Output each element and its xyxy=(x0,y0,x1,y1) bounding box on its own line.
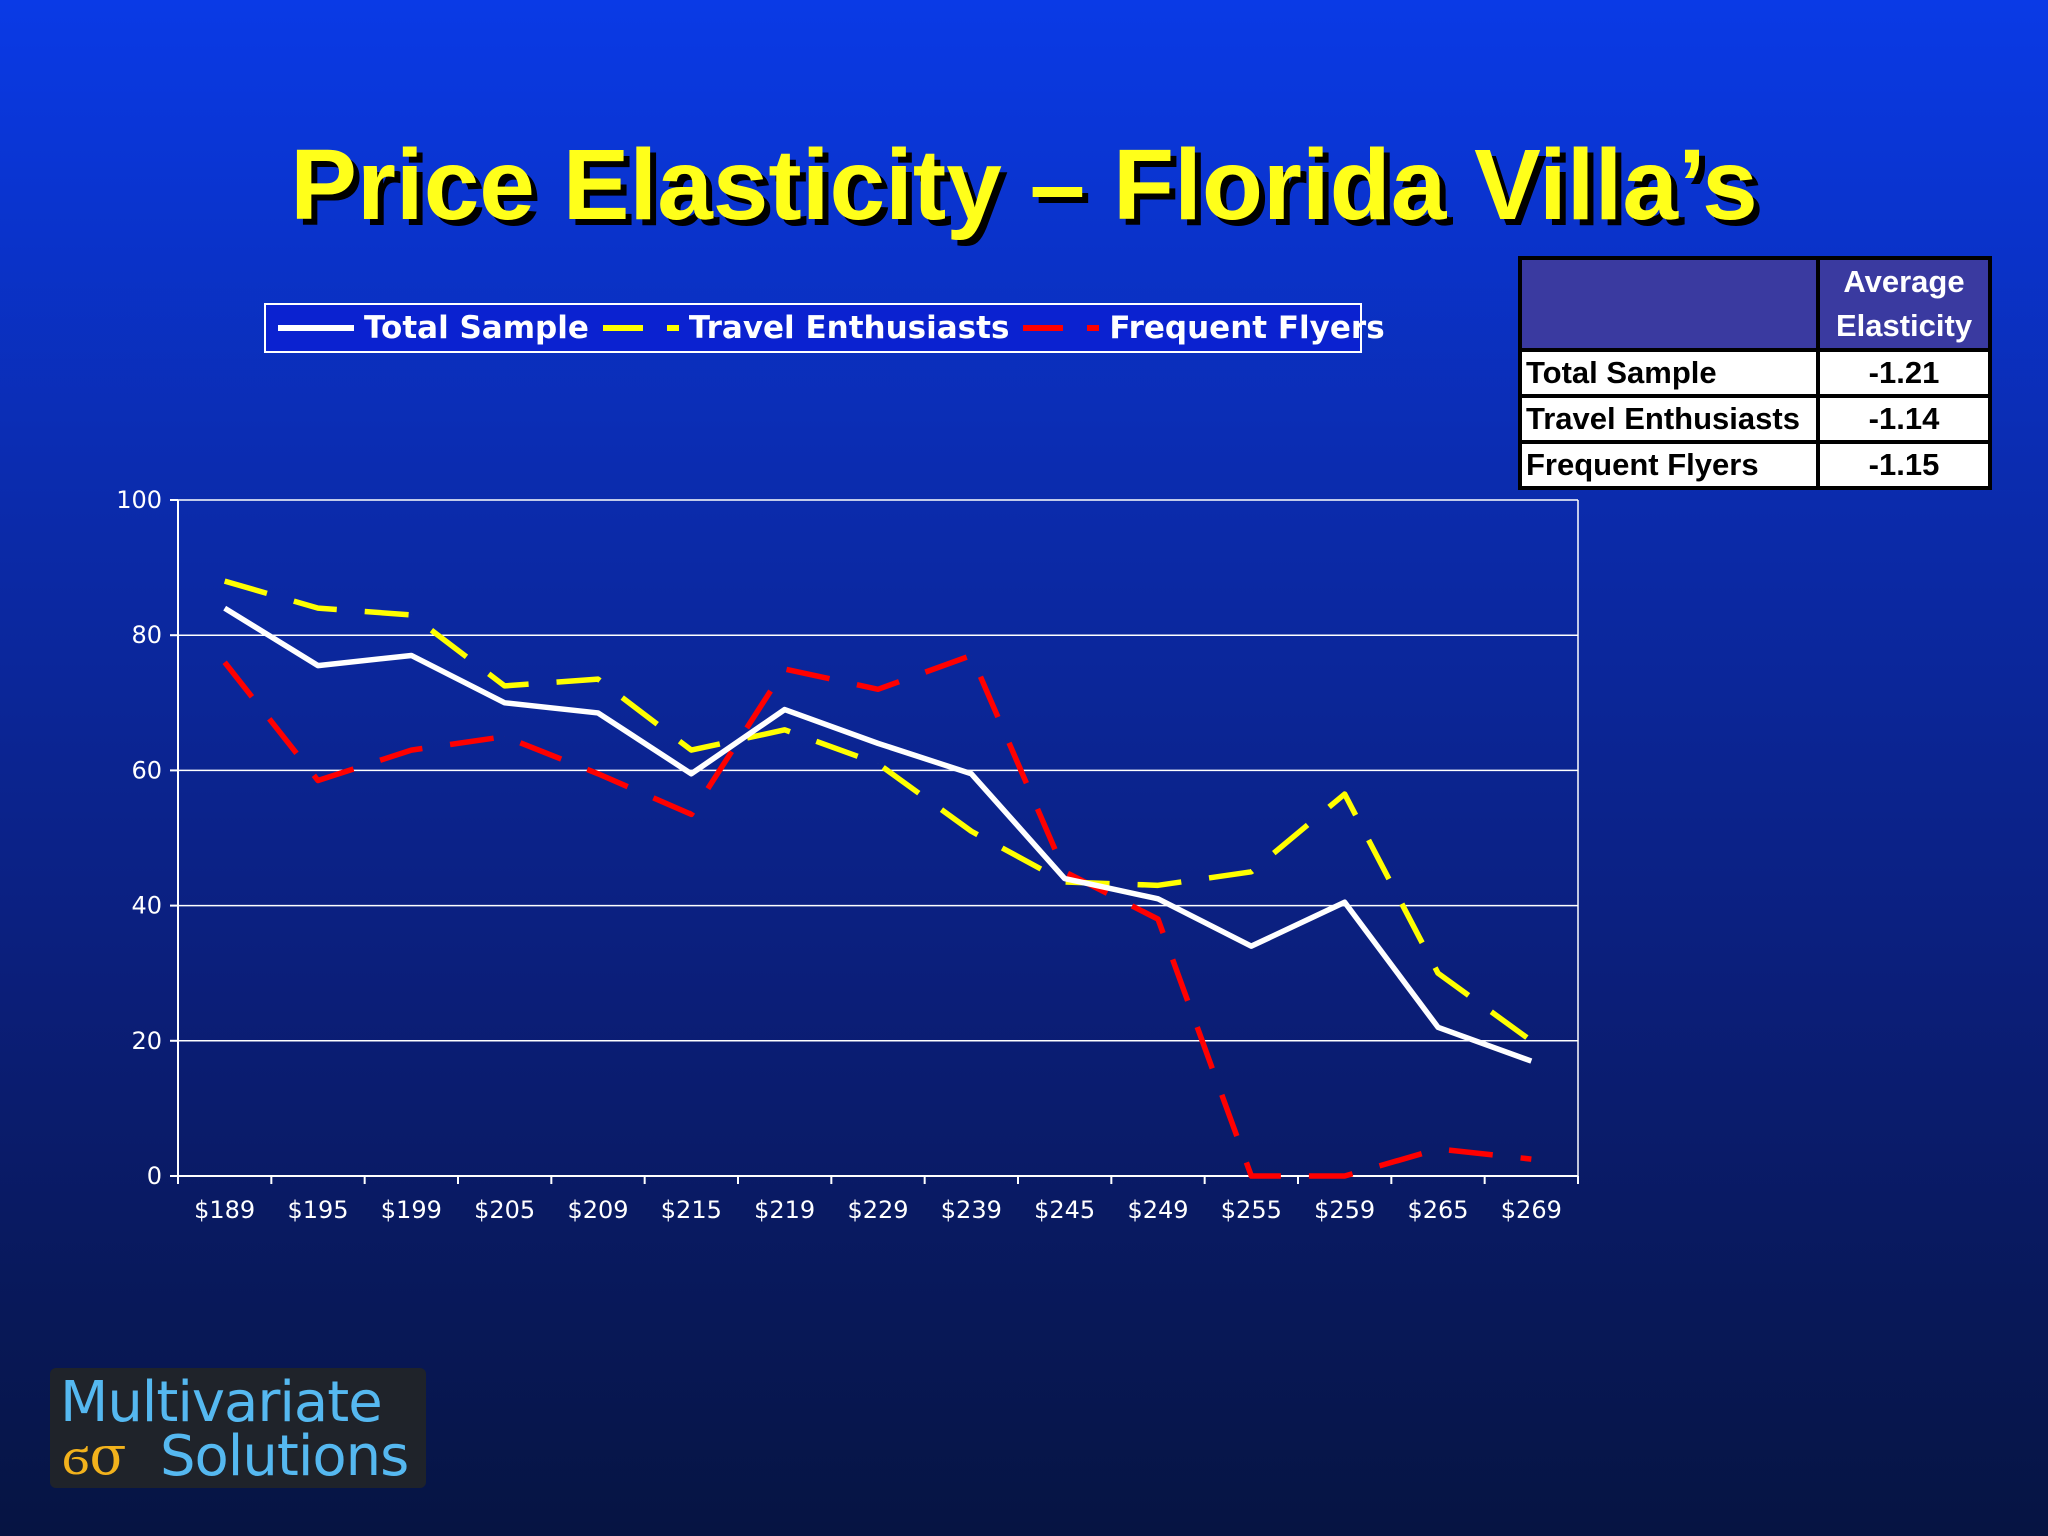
legend-item-total-sample: Total Sample xyxy=(276,310,589,346)
series-line-total-sample xyxy=(223,605,1533,1064)
y-tick-label: 20 xyxy=(131,1027,162,1055)
x-tick-label: $209 xyxy=(567,1196,628,1224)
company-logo: Multivariate ϭσ Solutions xyxy=(50,1368,426,1489)
x-tick-label: $205 xyxy=(474,1196,535,1224)
x-tick-label: $219 xyxy=(754,1196,815,1224)
legend-swatch-travel-enthusiasts xyxy=(602,325,679,331)
series-line-frequent-flyers xyxy=(222,652,1532,1179)
table-row: Frequent Flyers -1.15 xyxy=(1518,440,1992,490)
legend-label-frequent-flyers: Frequent Flyers xyxy=(1109,310,1385,346)
table-row: Travel Enthusiasts -1.14 xyxy=(1518,394,1992,444)
legend-swatch-total-sample xyxy=(278,325,354,331)
y-tick-label: 40 xyxy=(131,892,162,920)
elasticity-row-value: -1.21 xyxy=(1816,348,1992,398)
legend-item-frequent-flyers: Frequent Flyers xyxy=(1021,310,1385,346)
elasticity-row-label: Frequent Flyers xyxy=(1518,440,1820,490)
x-tick-label: $195 xyxy=(287,1196,348,1224)
logo-text-solutions: Solutions xyxy=(160,1424,409,1489)
table-row: Total Sample -1.21 xyxy=(1518,348,1992,398)
x-tick-label: $269 xyxy=(1501,1196,1562,1224)
y-tick-label: 60 xyxy=(131,756,162,784)
logo-text-multivariate: Multivariate xyxy=(60,1370,383,1435)
y-tick-label: 100 xyxy=(116,486,162,514)
series-line-travel-enthusiasts xyxy=(223,578,1533,1044)
elasticity-header-blank xyxy=(1518,256,1820,352)
chart-legend: Total Sample Travel Enthusiasts Frequent… xyxy=(264,303,1385,353)
x-tick-label: $265 xyxy=(1407,1196,1468,1224)
elasticity-table-header: Average Elasticity xyxy=(1518,256,1992,352)
slide-title: Price Elasticity – Florida Villa’s xyxy=(290,129,1758,241)
x-tick-label: $245 xyxy=(1034,1196,1095,1224)
x-tick-label: $215 xyxy=(661,1196,722,1224)
x-tick-label: $255 xyxy=(1221,1196,1282,1224)
y-tick-label: 80 xyxy=(131,621,162,649)
y-tick-label: 0 xyxy=(147,1162,162,1190)
elasticity-header-label: Average Elasticity xyxy=(1816,256,1992,352)
legend-item-travel-enthusiasts: Travel Enthusiasts xyxy=(601,310,1010,346)
logo-sigma-icon: ϭσ xyxy=(62,1424,127,1487)
elasticity-row-label: Total Sample xyxy=(1518,348,1820,398)
x-tick-label: $189 xyxy=(194,1196,255,1224)
x-tick-label: $229 xyxy=(847,1196,908,1224)
x-tick-label: $199 xyxy=(381,1196,442,1224)
x-tick-label: $239 xyxy=(941,1196,1002,1224)
legend-label-travel-enthusiasts: Travel Enthusiasts xyxy=(688,310,1010,346)
legend-label-total-sample: Total Sample xyxy=(364,310,589,346)
elasticity-row-label: Travel Enthusiasts xyxy=(1518,394,1820,444)
elasticity-header-line2: Elasticity xyxy=(1835,308,1973,343)
x-tick-label: $249 xyxy=(1127,1196,1188,1224)
legend-swatch-frequent-flyers xyxy=(1023,325,1100,331)
elasticity-table: Average Elasticity Total Sample -1.21 Tr… xyxy=(1518,256,1992,490)
elasticity-row-value: -1.15 xyxy=(1816,440,1992,490)
elasticity-row-value: -1.14 xyxy=(1816,394,1992,444)
x-tick-label: $259 xyxy=(1314,1196,1375,1224)
elasticity-header-line1: Average xyxy=(1843,264,1965,299)
